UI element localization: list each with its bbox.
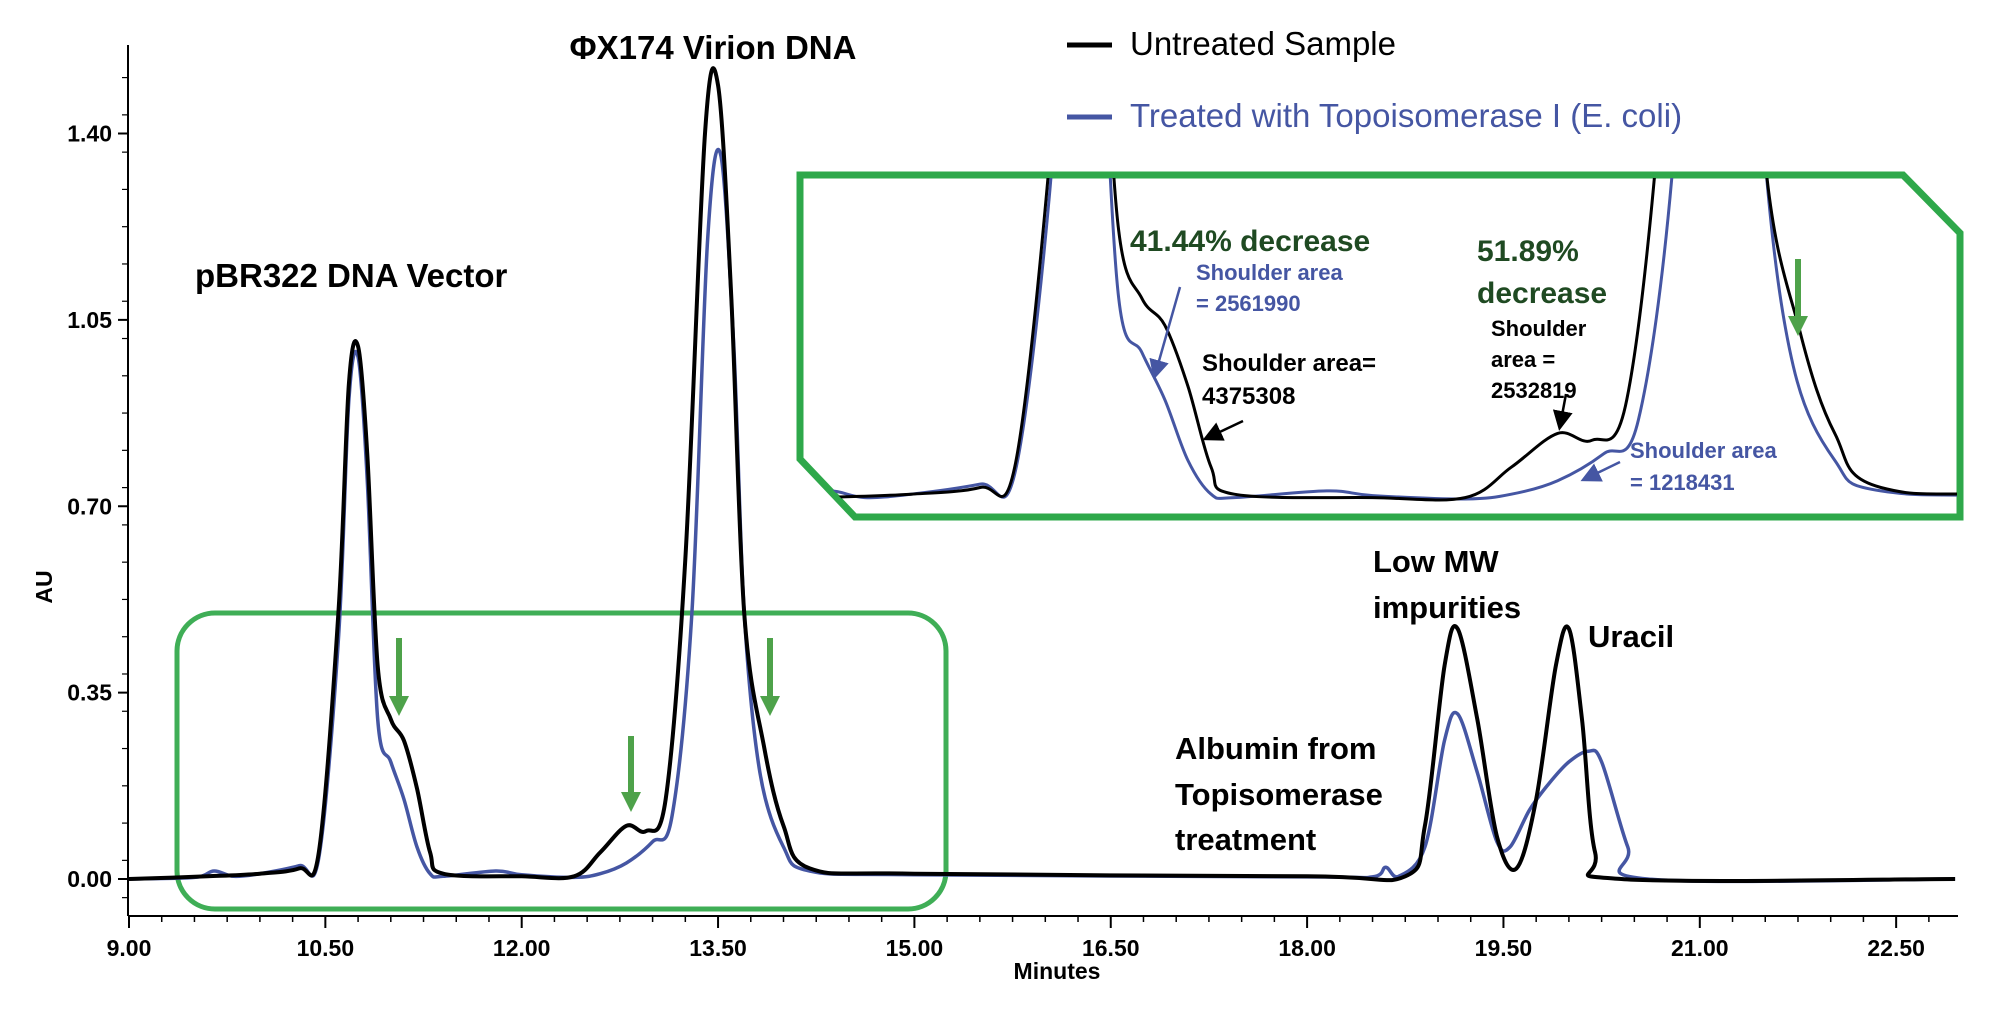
x-tick-label: 22.50 (1867, 935, 1925, 961)
decrease-label-2b: decrease (1477, 277, 1607, 310)
annotation-phix: ΦX174 Virion DNA (570, 29, 857, 66)
annotation-low-mw: Low MW (1373, 544, 1499, 579)
untreated-shoulder-area-2-value: 2532819 (1491, 378, 1577, 403)
treated-shoulder-area-2-value: = 1218431 (1630, 470, 1735, 495)
x-tick-label: 19.50 (1475, 935, 1533, 961)
x-tick-label: 21.00 (1671, 935, 1729, 961)
x-tick-label: 16.50 (1082, 935, 1140, 961)
pointer-arrow-icon (1202, 419, 1244, 441)
decrease-label-2: 51.89% (1477, 235, 1579, 268)
x-tick-label: 18.00 (1278, 935, 1336, 961)
annotation-uracil: Uracil (1588, 619, 1674, 654)
annotation-albumin-2: Topisomerase (1175, 777, 1383, 812)
inset-frame (796, 171, 1964, 521)
y-tick-label: 0.70 (67, 493, 112, 519)
inset-zoom: 41.44% decrease Shoulder area = 2561990 … (796, 171, 1964, 521)
y-tick-label: 1.40 (67, 121, 112, 147)
legend: Untreated Sample Treated with Topoisomer… (1067, 25, 1682, 134)
decrease-label-1: 41.44% decrease (1130, 225, 1370, 258)
series-untreated-line (128, 66, 1956, 883)
untreated-shoulder-area-2: Shoulder (1491, 316, 1587, 341)
annotation-pbr322: pBR322 DNA Vector (195, 257, 508, 294)
x-tick-label: 10.50 (297, 935, 355, 961)
green-arrow-icon (621, 736, 641, 812)
green-arrow-icon (760, 638, 780, 716)
green-arrow-icon (1788, 259, 1808, 336)
untreated-shoulder-area-2b: area = (1491, 347, 1555, 372)
y-axis-label: AU (31, 570, 57, 603)
x-tick-label: 15.00 (886, 935, 944, 961)
highlight-box (174, 610, 949, 912)
axes: 9.00 10.50 12.00 13.50 15.00 16.50 18.00 19.50 2… (31, 45, 1958, 984)
legend-label-untreated: Untreated Sample (1130, 25, 1396, 62)
y-tick-label: 1.05 (67, 307, 112, 333)
x-tick-label: 9.00 (107, 935, 152, 961)
pointer-arrow-icon (1149, 286, 1182, 380)
treated-shoulder-area-2: Shoulder area (1630, 438, 1777, 463)
y-tick-label: 0.35 (67, 680, 112, 706)
annotation-low-mw-2: impurities (1373, 590, 1521, 625)
untreated-shoulder-area-1: Shoulder area= (1202, 350, 1376, 377)
pointer-arrow-icon (1580, 460, 1621, 482)
pointer-arrow-icon (1552, 393, 1573, 431)
annotation-albumin-3: treatment (1175, 822, 1316, 857)
untreated-shoulder-area-1-value: 4375308 (1202, 383, 1295, 410)
legend-label-treated: Treated with Topoisomerase I (E. coli) (1130, 97, 1682, 134)
x-tick-label: 12.00 (493, 935, 551, 961)
treated-shoulder-area-1-value: = 2561990 (1196, 291, 1301, 316)
x-tick-label: 13.50 (689, 935, 747, 961)
y-tick-label: 0.00 (67, 866, 112, 892)
green-arrow-icon (389, 638, 409, 716)
x-axis-label: Minutes (1014, 958, 1101, 984)
annotation-albumin: Albumin from (1175, 731, 1377, 766)
arrow-group (389, 638, 780, 812)
treated-shoulder-area-1: Shoulder area (1196, 260, 1343, 285)
